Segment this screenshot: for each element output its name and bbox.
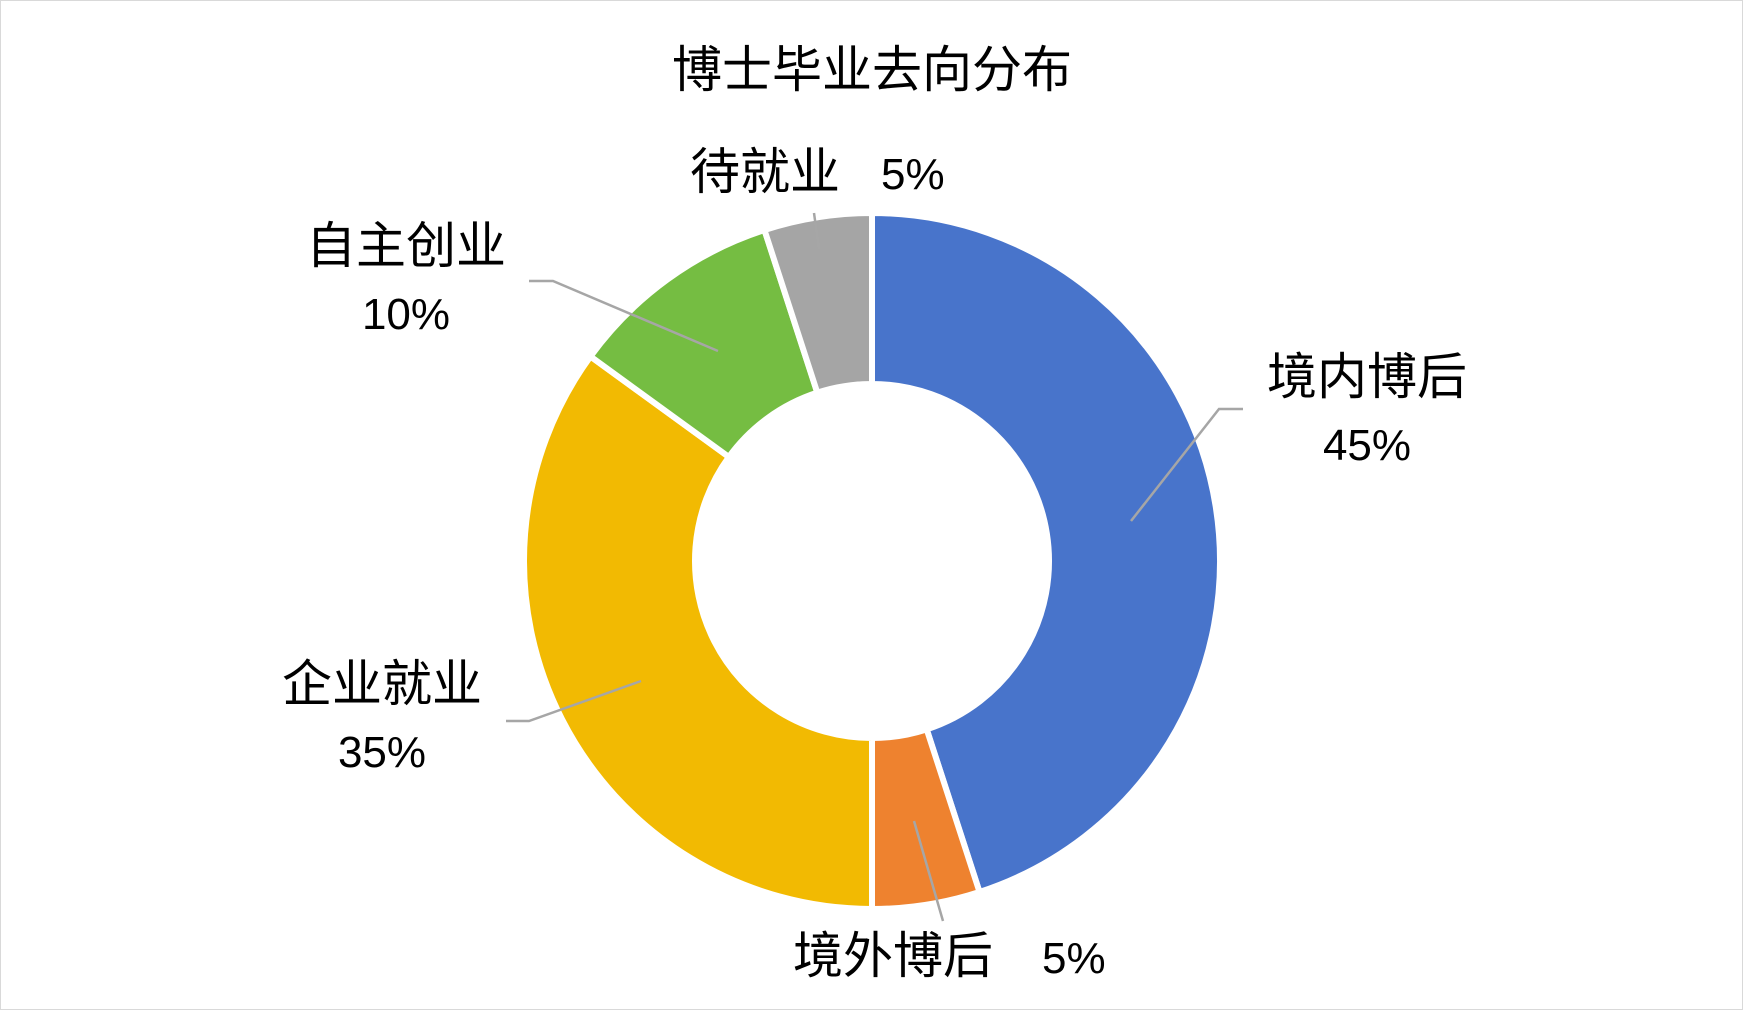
slice-label-name-2: 境外博后 <box>793 927 993 985</box>
donut-slice-5 <box>760 209 875 397</box>
slice-label-name-1: 境内博后 <box>1267 348 1467 406</box>
slices-layer <box>521 209 1223 913</box>
slice-label-value-3: 35% <box>338 728 426 777</box>
data-labels-layer: 境内博后 45% 境外博后 5% 企业就业 35% 自主创业 10% 待就业 5% <box>282 143 1467 985</box>
slice-label-value-1: 45% <box>1323 421 1411 470</box>
slice-label-name-3: 企业就业 <box>282 655 482 713</box>
slice-label-name-5: 待就业 <box>690 143 840 201</box>
leader-lines-layer <box>506 212 1243 922</box>
leader-line-1 <box>1130 407 1243 522</box>
donut-slice-3 <box>521 352 875 913</box>
donut-slice-1 <box>869 209 1223 896</box>
slice-label-value-5: 5% <box>881 150 945 199</box>
leader-line-2 <box>912 820 945 922</box>
slice-label-value-4: 10% <box>362 290 450 339</box>
chart-title: 博士毕业去向分布 <box>672 41 1072 99</box>
leader-line-5 <box>812 212 821 250</box>
slice-label-value-2: 5% <box>1042 934 1106 983</box>
slice-label-name-4: 自主创业 <box>306 217 506 275</box>
leader-line-3 <box>506 679 642 723</box>
leader-line-4 <box>529 279 719 353</box>
